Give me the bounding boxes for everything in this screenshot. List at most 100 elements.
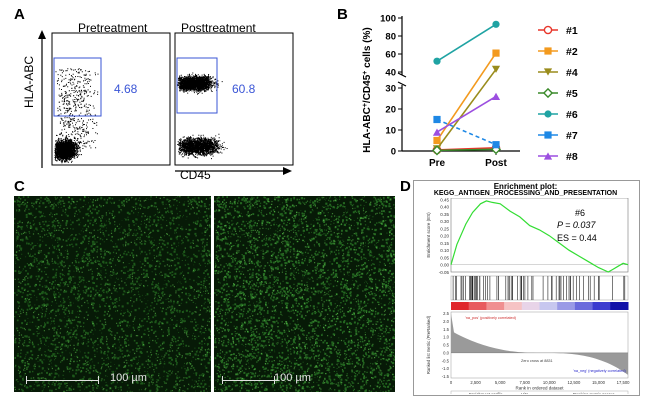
- panel-label-c: C: [14, 178, 25, 195]
- rank-y-tick: 1.5: [443, 327, 449, 332]
- rank-y-tick: -0.5: [442, 358, 450, 363]
- marker: [544, 110, 552, 118]
- legend-label: #6: [566, 109, 578, 121]
- rank-y-tick: 0.0: [443, 350, 449, 355]
- legend-label: Hits: [521, 392, 528, 394]
- rank-color-segment: [468, 302, 487, 310]
- micrograph-post: 100 µm: [214, 196, 395, 392]
- scalebar-label-pre: 100 µm: [110, 372, 147, 384]
- es-y-tick: 0.20: [440, 234, 449, 239]
- axis-break-upper: [397, 72, 407, 78]
- pos-label: 'na_pos' (positively correlated): [465, 316, 517, 320]
- y-tick-label: 100: [380, 14, 396, 25]
- series-line: [436, 68, 497, 150]
- neg-label: 'na_neg' (negatively correlated): [573, 369, 626, 373]
- rank-y-tick: 2.0: [443, 319, 449, 324]
- rank-color-segment: [539, 302, 558, 310]
- es-y-label: Enrichment score (ES): [426, 212, 431, 258]
- chart-d: 0.450.400.350.300.250.200.150.100.050.00…: [426, 198, 630, 394]
- rank-color-segment: [486, 302, 505, 310]
- es-y-tick: 0.35: [440, 212, 449, 217]
- y-tick-label: 30: [385, 84, 396, 95]
- marker: [433, 136, 441, 145]
- series-7: [433, 115, 500, 149]
- legend-label: #2: [566, 46, 578, 58]
- marker: [433, 115, 441, 124]
- micrograph-pre: 100 µm: [14, 196, 211, 392]
- series-4: [432, 65, 501, 153]
- x-tick-label: 7,500: [520, 380, 531, 385]
- x-tick-label: 15,000: [592, 380, 605, 385]
- rank-y-tick: 1.0: [443, 335, 449, 340]
- rank-color-segment: [574, 302, 594, 310]
- series-5: [431, 144, 502, 156]
- rank-y-tick: -1.0: [442, 366, 450, 371]
- flow-dots-post: [177, 72, 228, 160]
- zero-cross-label: Zero cross at 8831: [521, 359, 553, 363]
- legend-label: #8: [566, 151, 578, 163]
- series-8: [432, 92, 501, 136]
- flow-title-post: Posttreatment: [181, 21, 256, 35]
- rank-color-segment: [451, 302, 470, 310]
- series-line: [436, 148, 497, 152]
- x-tick-label: Post: [485, 158, 507, 169]
- marker: [544, 131, 552, 139]
- marker: [491, 65, 501, 73]
- gate-value-post: 60.8: [232, 82, 256, 96]
- es-y-tick: 0.25: [440, 226, 449, 231]
- marker: [492, 20, 500, 28]
- hits: [452, 276, 626, 300]
- es-annotation-label: #6: [575, 208, 585, 218]
- y-tick-label: 20: [385, 105, 396, 116]
- x-tick-label: 2,500: [470, 380, 481, 385]
- rank-y-tick: 0.5: [443, 343, 449, 348]
- legend-entry: #6: [538, 109, 578, 121]
- y-tick-label: 10: [385, 126, 396, 137]
- rank-y-label: Ranked list metric (PreRanked): [426, 315, 431, 374]
- es-plot-area: [450, 198, 629, 273]
- x-tick-label: 0: [450, 380, 453, 385]
- legend-label: #1: [566, 25, 578, 37]
- rank-y-tick: -1.5: [442, 374, 450, 379]
- legend-entry: #2: [538, 46, 578, 58]
- marker: [491, 92, 501, 100]
- legend-label: #4: [566, 67, 578, 79]
- es-annotation-p: P = 0.037: [557, 220, 596, 230]
- series-line: [436, 23, 497, 62]
- legend-label: #5: [566, 88, 578, 100]
- series-line: [436, 95, 497, 133]
- panel-label-b: B: [337, 6, 348, 23]
- x-tick-label: 12,500: [568, 380, 581, 385]
- series-line: [436, 118, 497, 146]
- legend-entry: #8: [538, 151, 578, 163]
- series-6: [433, 20, 500, 65]
- x-axis-label: Rank in ordered dataset: [515, 386, 564, 391]
- marker: [543, 152, 553, 160]
- legend-label: Enrichment profile: [469, 392, 503, 394]
- legend-label: #7: [566, 130, 578, 142]
- es-y-tick: 0.10: [440, 248, 449, 253]
- es-y-tick: 0.30: [440, 219, 449, 224]
- y-tick-label: 0: [391, 147, 396, 158]
- marker: [431, 145, 443, 156]
- scalebar-label-post: 100 µm: [274, 372, 311, 384]
- es-annotation-es: ES = 0.44: [557, 233, 597, 243]
- rank-color-segment: [504, 302, 523, 310]
- panel-label-d: D: [400, 178, 411, 195]
- legend-entry: #7: [538, 130, 578, 142]
- es-y-tick: 0.05: [440, 255, 449, 260]
- marker: [544, 47, 552, 55]
- x-tick-label: Pre: [429, 158, 446, 169]
- marker: [492, 141, 500, 149]
- rank-color-segment: [521, 302, 540, 310]
- panel-label-a: A: [14, 6, 25, 23]
- es-y-tick: -0.05: [439, 270, 450, 275]
- flow-title-pre: Pretreatment: [78, 21, 148, 35]
- gate-pre: [53, 57, 102, 117]
- gsea-title: Enrichment plot:: [493, 182, 558, 191]
- gate-value-pre: 4.68: [114, 82, 138, 96]
- x-tick-label: 10,000: [543, 380, 556, 385]
- axis-break-lower: [397, 81, 407, 87]
- es-y-tick: 0.45: [440, 198, 449, 202]
- legend-label: Ranking metric scores: [573, 392, 614, 394]
